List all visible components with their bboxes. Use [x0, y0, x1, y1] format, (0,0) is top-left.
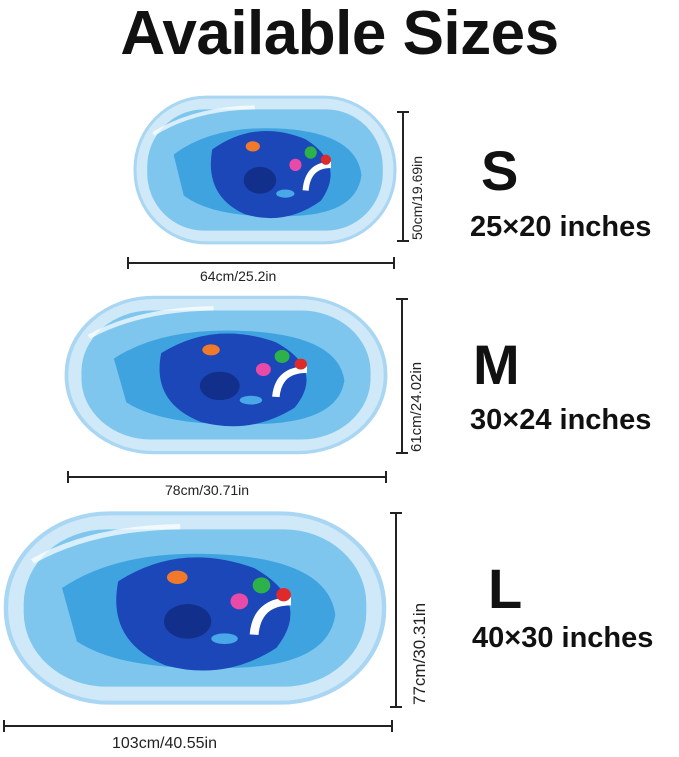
height-dimension-label: 50cm/19.69in: [409, 155, 425, 240]
width-dimension-line: [3, 720, 393, 732]
octopus-icon: [289, 158, 302, 172]
height-dimension-label: 77cm/30.31in: [410, 602, 429, 705]
fish-icon: [245, 141, 260, 152]
fish-icon: [202, 344, 220, 356]
starfish-icon: [252, 577, 271, 594]
crab-icon: [320, 154, 331, 165]
size-letter: L: [488, 557, 523, 620]
crab-icon: [276, 588, 291, 602]
water-mat-medium-image: [64, 295, 388, 455]
starfish-icon: [274, 349, 290, 363]
mat-hole: [243, 166, 277, 194]
mat-hole: [199, 371, 240, 401]
width-dimension-label: 103cm/40.55in: [112, 735, 217, 752]
water-mat-small-image: [133, 95, 397, 245]
rainbow-icon: [249, 597, 292, 636]
height-dimension-line: [397, 111, 409, 242]
fish-icon: [166, 570, 188, 584]
dolphin-icon: [276, 189, 295, 198]
width-dimension-label: 64cm/25.2in: [200, 268, 277, 284]
mat-hole: [163, 604, 212, 639]
mat-highlight: [152, 105, 255, 136]
rainbow-icon: [272, 366, 308, 398]
size-inches: 30×24 inches: [470, 404, 652, 436]
octopus-icon: [255, 362, 271, 377]
width-dimension-line: [127, 257, 395, 269]
size-letter: M: [473, 333, 520, 396]
size-inches: 40×30 inches: [472, 622, 654, 654]
size-letter: S: [481, 139, 519, 202]
page-title: Available Sizes: [120, 0, 559, 68]
rainbow-icon: [302, 161, 332, 191]
mat-highlight: [30, 524, 181, 564]
width-dimension-line: [67, 471, 387, 483]
water-mat-large-image: [3, 511, 387, 705]
dolphin-icon: [211, 633, 238, 644]
crab-icon: [294, 358, 307, 370]
height-dimension-line: [390, 512, 402, 708]
height-dimension-line: [396, 298, 408, 454]
height-dimension-label: 61cm/24.02in: [408, 361, 425, 452]
size-inches: 25×20 inches: [470, 211, 652, 243]
octopus-icon: [230, 593, 249, 610]
mat-highlight: [87, 306, 214, 339]
dolphin-icon: [239, 395, 263, 405]
width-dimension-label: 78cm/30.71in: [165, 482, 250, 498]
starfish-icon: [304, 146, 317, 159]
